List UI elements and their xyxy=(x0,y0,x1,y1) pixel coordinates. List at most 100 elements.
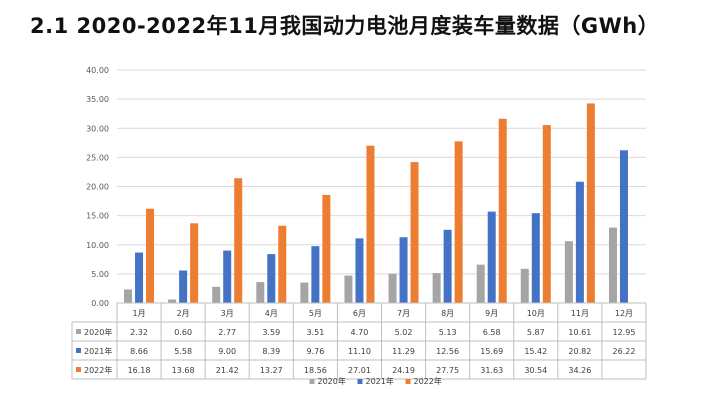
x-tick-label: 6月 xyxy=(353,309,366,318)
bar xyxy=(520,268,529,303)
x-tick-label: 2月 xyxy=(177,309,190,318)
data-label: 11.29 xyxy=(392,347,415,356)
bar xyxy=(443,229,452,303)
data-label: 2.32 xyxy=(130,328,148,337)
x-tick-label: 12月 xyxy=(615,309,633,318)
bar xyxy=(575,181,584,303)
table-legend-key xyxy=(76,348,81,353)
bar xyxy=(366,145,375,303)
data-label: 5.13 xyxy=(439,328,457,337)
data-label: 27.75 xyxy=(436,366,459,375)
data-label: 3.51 xyxy=(306,328,324,337)
bar xyxy=(355,238,364,303)
data-label: 5.02 xyxy=(395,328,413,337)
data-label: 21.42 xyxy=(216,366,239,375)
data-label: 0.60 xyxy=(174,328,192,337)
data-label: 13.68 xyxy=(172,366,195,375)
data-label: 18.56 xyxy=(304,366,327,375)
data-label: 31.63 xyxy=(480,366,503,375)
x-tick-label: 8月 xyxy=(441,309,454,318)
bar xyxy=(399,237,408,303)
x-tick-label: 7月 xyxy=(397,309,410,318)
bar xyxy=(564,241,573,303)
x-tick-label: 10月 xyxy=(527,309,545,318)
table-series-label: 2022年 xyxy=(84,365,112,375)
bar xyxy=(388,273,397,303)
bar xyxy=(124,289,133,303)
bar xyxy=(586,103,595,303)
x-tick-label: 4月 xyxy=(265,309,278,318)
data-label: 10.61 xyxy=(568,328,591,337)
bar xyxy=(410,162,419,303)
bar xyxy=(234,178,243,303)
y-tick-label: 30.00 xyxy=(86,124,109,133)
data-label: 9.76 xyxy=(306,347,324,356)
data-label: 12.95 xyxy=(613,328,636,337)
table-series-label: 2020年 xyxy=(84,327,112,337)
x-tick-label: 9月 xyxy=(485,309,498,318)
data-label: 6.58 xyxy=(483,328,501,337)
page-title: 2.1 2020-2022年11月我国动力电池月度装车量数据（GWh） xyxy=(30,14,660,38)
y-tick-label: 10.00 xyxy=(86,241,109,250)
bar xyxy=(454,141,463,303)
x-tick-label: 5月 xyxy=(309,309,322,318)
data-label: 20.82 xyxy=(568,347,591,356)
data-label: 34.26 xyxy=(568,366,591,375)
y-tick-label: 5.00 xyxy=(91,270,109,279)
bar xyxy=(608,227,617,303)
bar xyxy=(432,273,441,303)
bar xyxy=(619,150,628,303)
x-tick-label: 1月 xyxy=(132,309,145,318)
data-label: 2.77 xyxy=(218,328,236,337)
data-label: 3.59 xyxy=(262,328,280,337)
bar xyxy=(256,282,265,303)
data-label: 8.66 xyxy=(130,347,148,356)
bar xyxy=(344,275,353,303)
data-label: 26.22 xyxy=(613,347,636,356)
legend-label: 2021年 xyxy=(366,376,394,386)
y-tick-label: 25.00 xyxy=(86,153,109,162)
legend-label: 2022年 xyxy=(414,376,442,386)
bar xyxy=(267,254,276,303)
data-label: 4.70 xyxy=(351,328,369,337)
y-tick-label: 0.00 xyxy=(91,299,109,308)
y-tick-label: 20.00 xyxy=(86,183,109,192)
bar xyxy=(311,246,320,303)
bar xyxy=(223,250,232,303)
bar xyxy=(168,299,177,303)
x-tick-label: 3月 xyxy=(221,309,234,318)
y-tick-label: 15.00 xyxy=(86,212,109,221)
data-label: 9.00 xyxy=(218,347,236,356)
data-label: 15.69 xyxy=(480,347,503,356)
data-label: 30.54 xyxy=(524,366,547,375)
y-tick-label: 40.00 xyxy=(86,66,109,75)
bar xyxy=(146,208,155,303)
data-label: 16.18 xyxy=(128,366,151,375)
table-legend-key xyxy=(76,329,81,334)
data-label: 11.10 xyxy=(348,347,371,356)
data-label: 5.58 xyxy=(174,347,192,356)
x-tick-label: 11月 xyxy=(571,309,589,318)
legend-label: 2020年 xyxy=(318,376,346,386)
data-label: 13.27 xyxy=(260,366,283,375)
legend-swatch xyxy=(357,379,363,384)
table-legend-key xyxy=(76,367,81,372)
y-tick-label: 35.00 xyxy=(86,95,109,104)
bar xyxy=(190,223,199,303)
bar xyxy=(542,125,551,304)
bar xyxy=(531,213,540,303)
legend-swatch xyxy=(405,379,411,384)
bar xyxy=(179,270,188,303)
data-label: 24.19 xyxy=(392,366,415,375)
bar xyxy=(322,194,331,303)
bar xyxy=(487,211,496,303)
bar xyxy=(300,282,309,303)
data-label: 15.42 xyxy=(524,347,547,356)
data-label: 5.87 xyxy=(527,328,545,337)
bar xyxy=(498,118,507,303)
bar xyxy=(476,264,485,303)
bar xyxy=(212,286,221,303)
bar xyxy=(278,225,287,303)
bar xyxy=(135,252,144,303)
